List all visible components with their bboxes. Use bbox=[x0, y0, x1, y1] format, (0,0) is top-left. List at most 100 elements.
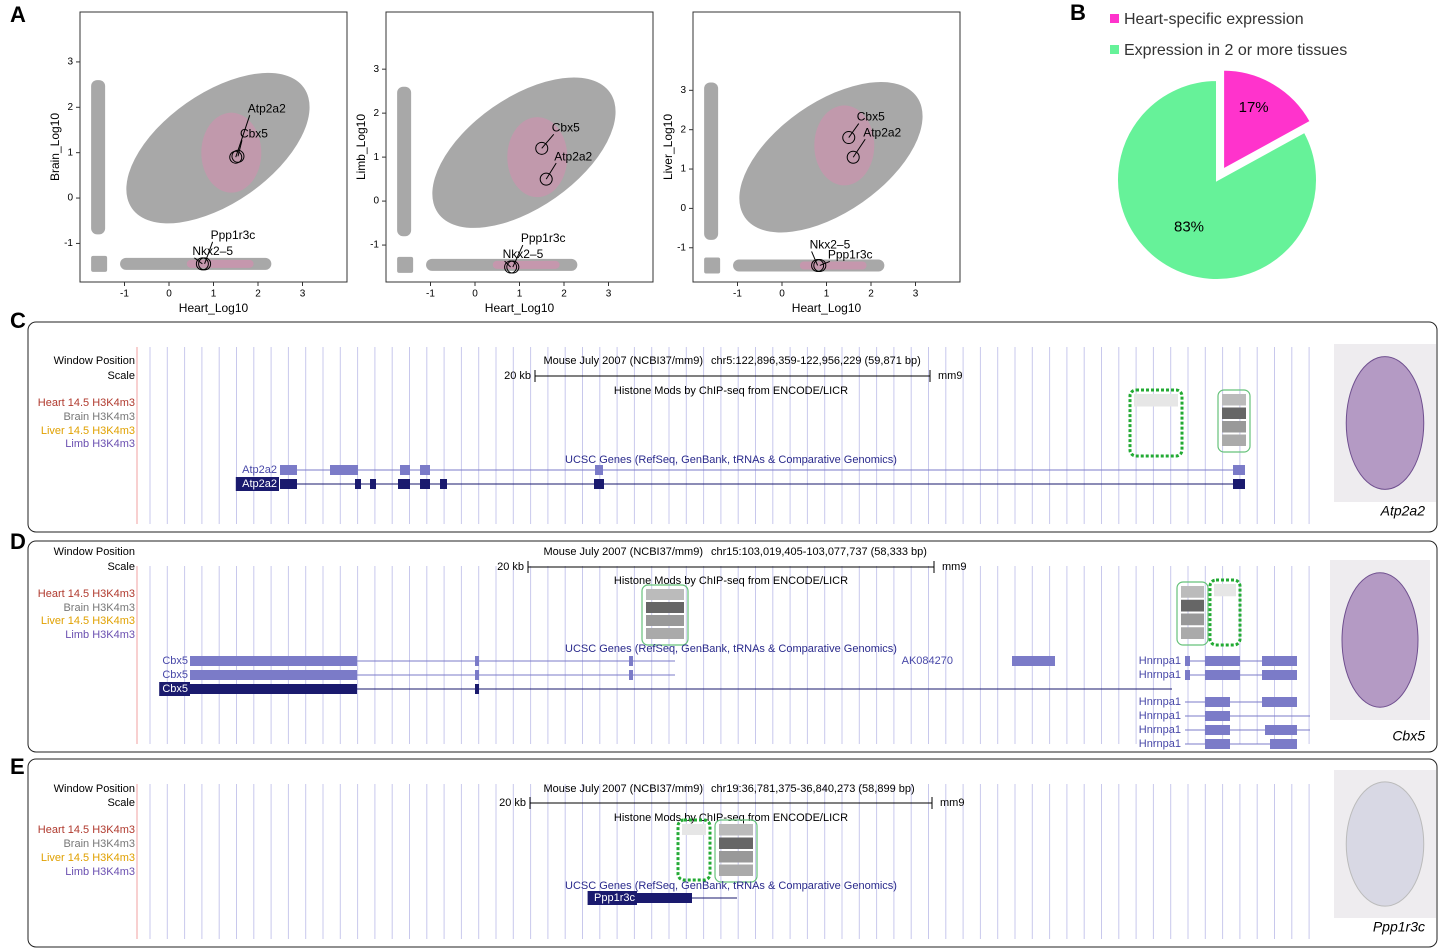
x-tick-label: 0 bbox=[166, 289, 172, 300]
panel-label: C bbox=[10, 308, 26, 333]
legend-label: Expression in 2 or more tissues bbox=[1124, 42, 1347, 59]
y-tick-label: 1 bbox=[67, 147, 73, 158]
slice-label: 17% bbox=[1239, 99, 1269, 116]
gene-label: Atp2a2 bbox=[248, 101, 286, 115]
x-tick-label: 3 bbox=[606, 289, 612, 300]
x-tick-label: 1 bbox=[517, 289, 523, 300]
gene-label: Ppp1r3c bbox=[521, 231, 566, 245]
track-label: Brain H3K4m3 bbox=[63, 838, 135, 850]
signal-block bbox=[646, 602, 684, 613]
signal-block bbox=[1181, 613, 1204, 626]
y-tick-label: 0 bbox=[67, 193, 73, 204]
histone-title: Histone Mods by ChIP-seq from ENCODE/LIC… bbox=[614, 575, 848, 587]
gene-point bbox=[813, 258, 827, 272]
pie-slice bbox=[1222, 68, 1313, 172]
position: chr19:36,781,375-36,840,273 (58,899 bp) bbox=[711, 783, 915, 795]
y-tick-label: 3 bbox=[67, 57, 73, 68]
exon bbox=[1205, 697, 1230, 707]
exon bbox=[629, 656, 633, 666]
histone-title: Histone Mods by ChIP-seq from ENCODE/LIC… bbox=[614, 385, 848, 397]
signal-block bbox=[682, 824, 706, 835]
exon bbox=[355, 479, 361, 489]
cloud bbox=[186, 259, 254, 268]
gene-label: Cbx5 bbox=[552, 120, 580, 134]
highlight-box bbox=[1128, 388, 1184, 458]
db-label: mm9 bbox=[942, 561, 966, 573]
y-tick-label: -1 bbox=[677, 242, 686, 253]
signal-block bbox=[1222, 421, 1246, 433]
exon bbox=[595, 465, 603, 475]
track-label: Heart 14.5 H3K4m3 bbox=[38, 397, 135, 409]
track-label: Brain H3K4m3 bbox=[63, 602, 135, 614]
exon bbox=[190, 670, 357, 680]
scale-label: 20 kb bbox=[504, 370, 531, 382]
gene-name: Cbx5 bbox=[162, 683, 188, 695]
gene-label: Ppp1r3c bbox=[828, 248, 873, 262]
point-cloud bbox=[704, 82, 923, 274]
gene-label-bg bbox=[235, 477, 279, 491]
gene-label: Ppp1r3c bbox=[211, 228, 256, 242]
highlight-box bbox=[676, 818, 712, 882]
y-tick-label: -1 bbox=[370, 240, 379, 251]
exon bbox=[1012, 656, 1055, 666]
cloud bbox=[426, 258, 578, 271]
y-tick-label: 3 bbox=[373, 64, 379, 75]
x-tick-label: 1 bbox=[211, 289, 217, 300]
assembly: Mouse July 2007 (NCBI37/mm9) bbox=[543, 783, 703, 795]
cloud bbox=[814, 105, 875, 186]
x-axis-title: Heart_Log10 bbox=[179, 301, 249, 315]
panel-label: A bbox=[10, 2, 26, 27]
gene-label: Nkx2–5 bbox=[192, 244, 233, 258]
track-label: Window Position bbox=[54, 783, 135, 795]
exon bbox=[370, 479, 376, 489]
leader-line bbox=[545, 162, 557, 180]
leader-line bbox=[504, 260, 511, 268]
signal-block bbox=[646, 628, 684, 639]
gene-point bbox=[195, 257, 209, 271]
track-label: Scale bbox=[107, 370, 135, 382]
cloud bbox=[733, 259, 885, 272]
x-tick-label: -1 bbox=[426, 289, 435, 300]
leader-line bbox=[237, 140, 243, 157]
gene-name: Atp2a2 bbox=[242, 478, 277, 490]
gene-name: Hnrnpa1 bbox=[1139, 710, 1181, 722]
y-axis-title: Limb_Log10 bbox=[354, 114, 368, 180]
x-tick-label: 3 bbox=[913, 289, 919, 300]
panel-label: E bbox=[10, 754, 25, 779]
gene-name: Hnrnpa1 bbox=[1139, 738, 1181, 750]
cloud bbox=[739, 82, 923, 233]
track-label: Scale bbox=[107, 561, 135, 573]
genes-title: UCSC Genes (RefSeq, GenBank, tRNAs & Com… bbox=[565, 880, 897, 892]
cloud bbox=[704, 82, 719, 240]
genes-title: UCSC Genes (RefSeq, GenBank, tRNAs & Com… bbox=[565, 454, 897, 466]
exon bbox=[629, 670, 633, 680]
signal-block bbox=[1222, 407, 1246, 419]
exon bbox=[400, 465, 410, 475]
exon bbox=[1262, 656, 1297, 666]
gene-label: Nkx2–5 bbox=[810, 238, 851, 252]
exon bbox=[1270, 739, 1297, 749]
panel-frame bbox=[27, 321, 1438, 533]
exon bbox=[1233, 465, 1245, 475]
gene-point bbox=[539, 172, 553, 186]
signal-block bbox=[1222, 394, 1246, 406]
signal-block bbox=[719, 824, 753, 836]
panel-label: B bbox=[1070, 0, 1086, 25]
panel-label: D bbox=[10, 529, 26, 554]
point-cloud bbox=[91, 72, 310, 272]
leader-line bbox=[204, 241, 214, 265]
exon bbox=[1265, 725, 1297, 735]
exon bbox=[475, 656, 479, 666]
embryo bbox=[1341, 572, 1419, 708]
scale-label: 20 kb bbox=[497, 561, 524, 573]
track-label: Heart 14.5 H3K4m3 bbox=[38, 588, 135, 600]
x-tick-label: 2 bbox=[868, 289, 874, 300]
leader-line bbox=[852, 138, 866, 158]
signal-block bbox=[1181, 586, 1204, 598]
signal-block bbox=[1134, 394, 1178, 407]
assembly: Mouse July 2007 (NCBI37/mm9) bbox=[543, 546, 703, 558]
signal-block bbox=[719, 864, 753, 876]
x-tick-label: 3 bbox=[300, 289, 306, 300]
gene-name: Cbx5 bbox=[162, 669, 188, 681]
